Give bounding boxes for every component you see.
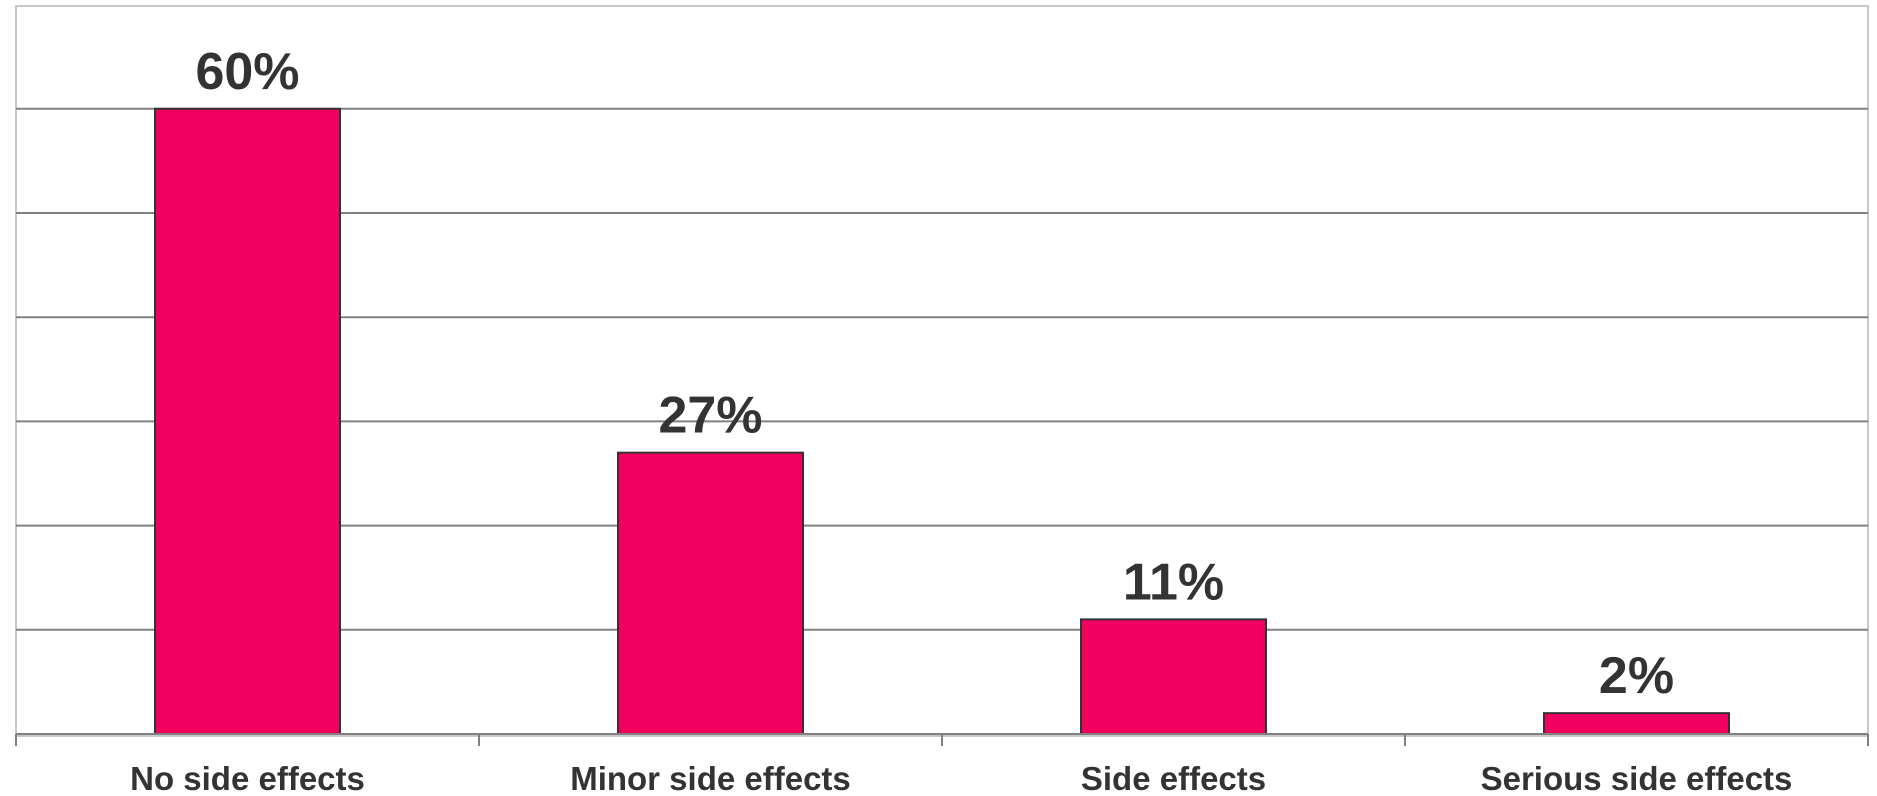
bar-2 xyxy=(617,451,804,735)
category-label-1: No side effects xyxy=(130,760,365,796)
bar-4 xyxy=(1543,712,1730,735)
bar-1 xyxy=(154,107,341,736)
value-label-2: 27% xyxy=(658,387,762,445)
category-labels: No side effects Minor side effects Side ef… xyxy=(130,760,1792,796)
value-label-1: 60% xyxy=(195,43,299,101)
bars xyxy=(154,107,1730,736)
value-labels: 60% 27% 11% 2% xyxy=(195,43,1674,705)
value-label-3: 11% xyxy=(1123,553,1224,611)
category-label-3: Side effects xyxy=(1081,760,1266,796)
bar-3 xyxy=(1080,618,1267,736)
value-label-4: 2% xyxy=(1599,647,1674,705)
x-axis xyxy=(15,733,1869,746)
category-label-4: Serious side effects xyxy=(1481,760,1793,796)
category-label-2: Minor side effects xyxy=(570,760,851,796)
